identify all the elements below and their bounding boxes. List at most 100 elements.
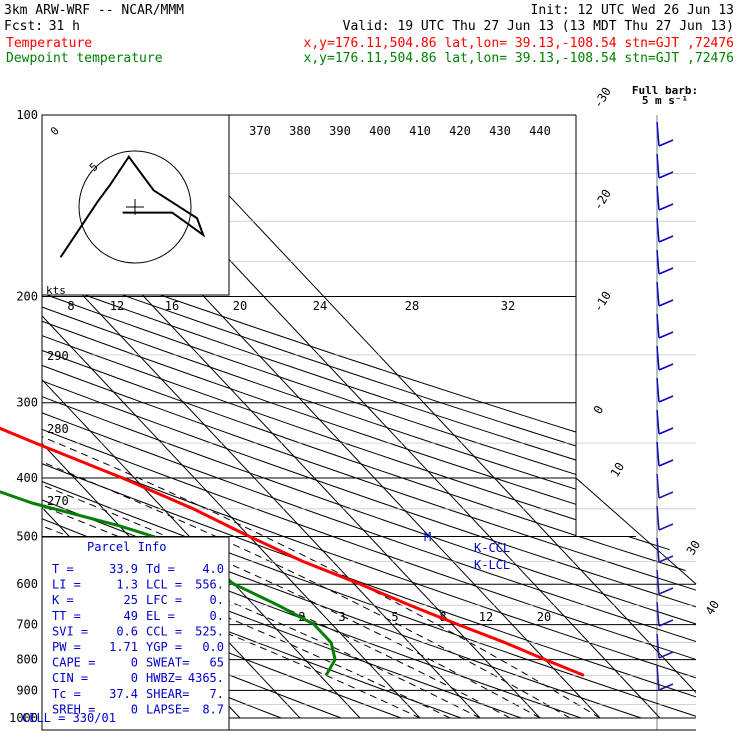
mixing-ratio-label-12: 12 <box>479 610 493 624</box>
parcel-val-1-8: 37.4 <box>109 687 138 701</box>
header: 3km ARW-WRF -- NCAR/MMM Init: 12 UTC Wed… <box>4 3 734 66</box>
mixing-ratio-label-20: 20 <box>537 610 551 624</box>
right-frame-diag <box>575 477 697 585</box>
barb-staff-12 <box>656 505 660 531</box>
isotherm-label--30: -30 <box>591 85 614 111</box>
barb-flag-2 <box>658 203 674 211</box>
parcel-key-2-8: SHEAR= <box>146 687 189 701</box>
speed-tick-labels: 8 12 16 20 24 28 32 <box>67 299 515 313</box>
speed-tick-16: 16 <box>165 299 179 313</box>
isotherm-label-10: 10 <box>608 460 628 480</box>
theta-label-420: 420 <box>449 124 471 138</box>
parcel-val-1-2: 25 <box>124 593 138 607</box>
side-theta-270: 270 <box>47 494 69 508</box>
parcel-info-frame <box>41 536 230 731</box>
parcel-key-1-9: SREH = <box>52 702 95 716</box>
theta-label-430: 430 <box>489 124 511 138</box>
isotherm-label-40: 40 <box>703 598 723 618</box>
theta-label-410: 410 <box>409 124 431 138</box>
parcel-val-1-5: 1.71 <box>109 640 138 654</box>
parcel-info-panel: Parcel Info T = 33.9 Td = 4.0 LI = 1.3 LCL = 55… <box>22 536 230 731</box>
barb-flag-0 <box>658 139 674 147</box>
parcel-key-1-1: LI = <box>52 578 81 592</box>
theta-label-370: 370 <box>249 124 271 138</box>
barb-staff-3 <box>656 217 660 243</box>
barb-staff-7 <box>656 345 660 371</box>
parcel-key-2-2: LFC = <box>146 593 182 607</box>
barb-flag-16 <box>658 651 674 659</box>
pressure-label-1000: 1000 <box>9 711 38 725</box>
temp-legend-label: Temperature <box>6 36 92 51</box>
pressure-label-600: 600 <box>16 577 38 591</box>
model-title: 3km ARW-WRF -- NCAR/MMM <box>4 3 184 18</box>
barb-flag-17 <box>658 683 674 691</box>
barb-staff-6 <box>656 313 660 339</box>
barb-flag-14 <box>658 587 674 595</box>
parcel-key-1-0: T = <box>52 562 74 576</box>
parcel-val-1-1: 1.3 <box>116 578 138 592</box>
pressure-label-500: 500 <box>16 529 38 543</box>
barb-staff-9 <box>656 409 660 435</box>
parcel-cell: CELL = 330/01 <box>22 711 116 725</box>
parcel-val-2-2: 0. <box>210 593 224 607</box>
parcel-key-2-5: YGP = <box>146 640 182 654</box>
parcel-val-2-6: 65 <box>210 656 224 670</box>
parcel-key-1-2: K = <box>52 593 74 607</box>
isotherm-label--10: -10 <box>591 289 614 315</box>
speed-tick-8: 8 <box>67 299 74 313</box>
mixing-ratio-label-3: 3 <box>338 610 345 624</box>
valid-time: Valid: 19 UTC Thu 27 Jun 13 (13 MDT Thu … <box>343 19 734 34</box>
theta-label-390: 390 <box>329 124 351 138</box>
parcel-info-rows: T = 33.9 Td = 4.0 LI = 1.3 LCL = 556. K = 25 LFC =… <box>52 562 224 716</box>
barb-flag-9 <box>658 427 674 435</box>
barb-flag-8 <box>658 395 674 403</box>
barb-flag-10 <box>658 459 674 467</box>
parcel-key-1-6: CAPE = <box>52 656 95 670</box>
pressure-label-200: 200 <box>16 290 38 304</box>
hodograph-panel: 5 0 kts <box>41 114 230 297</box>
parcel-key-1-7: CIN = <box>52 671 88 685</box>
speed-tick-20: 20 <box>233 299 247 313</box>
isotherm-label--20: -20 <box>591 187 614 213</box>
parcel-key-1-3: TT = <box>52 609 81 623</box>
speed-tick-28: 28 <box>405 299 419 313</box>
parcel-key-2-6: SWEAT= <box>146 656 189 670</box>
pressure-label-400: 400 <box>16 471 38 485</box>
theta-label-400: 400 <box>369 124 391 138</box>
pressure-label-300: 300 <box>16 396 38 410</box>
moist-adiabat-25 <box>42 296 571 719</box>
barb-staff-14 <box>656 569 660 595</box>
hodograph-ring <box>78 150 192 264</box>
m-marker: M <box>424 530 431 544</box>
dewpoint-trace <box>0 490 337 677</box>
parcel-val-1-9: 0 <box>131 702 138 716</box>
dew-location: x,y=176.11,504.86 lat,lon= 39.13,-108.54… <box>304 51 734 66</box>
barb-flag-5 <box>658 299 674 307</box>
barb-staff-5 <box>656 281 660 307</box>
pressure-label-700: 700 <box>16 618 38 632</box>
parcel-info-title: Parcel Info <box>87 540 166 554</box>
barb-staff-10 <box>656 441 660 467</box>
barb-flag-13 <box>658 555 674 563</box>
init-time: Init: 12 UTC Wed 26 Jun 13 <box>531 3 735 18</box>
parcel-val-2-4: 525. <box>195 624 224 638</box>
barb-staff-17 <box>656 665 660 691</box>
barb-flag-3 <box>658 235 674 243</box>
parcel-key-1-8: Tc = <box>52 687 81 701</box>
moist-adiabat-10 <box>42 296 481 719</box>
parcel-val-1-4: 0.6 <box>116 624 138 638</box>
speed-tick-24: 24 <box>313 299 327 313</box>
parcel-val-2-8: 7. <box>210 687 224 701</box>
isotherm-label-30: 30 <box>684 538 704 558</box>
parcel-val-2-9: 8.7 <box>202 702 224 716</box>
speed-tick-12: 12 <box>110 299 124 313</box>
parcel-key-2-1: LCL = <box>146 578 182 592</box>
side-theta-280: 280 <box>47 422 69 436</box>
barb-staff-0 <box>656 121 660 147</box>
barb-flag-4 <box>658 267 674 275</box>
wind-barbs <box>656 121 674 691</box>
isotherm--10 <box>42 115 361 719</box>
barb-staff-13 <box>656 537 660 563</box>
moist-adiabat-5 <box>42 296 451 719</box>
temperature-trace <box>0 426 585 677</box>
